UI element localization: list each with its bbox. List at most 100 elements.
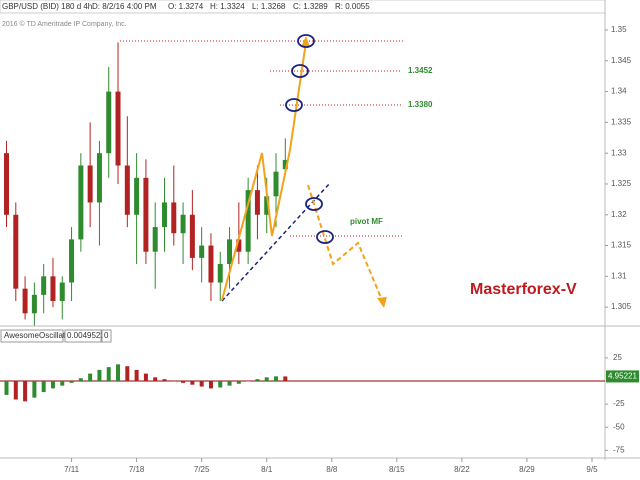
osc-bar — [274, 376, 279, 381]
osc-bar — [50, 381, 55, 389]
osc-bar — [236, 381, 241, 384]
candle-body — [171, 202, 177, 234]
trend-line — [221, 182, 331, 302]
y-tick-label: 1.345 — [611, 56, 632, 65]
last-value: 4.95221 — [608, 372, 637, 381]
low: L: 1.3268 — [252, 2, 286, 11]
marker — [316, 230, 334, 244]
osc-bar — [199, 381, 204, 387]
close: C: 1.3289 — [293, 2, 328, 11]
marker — [285, 98, 303, 112]
symbol: GBP/USD (BID) 180 d 4h — [2, 2, 92, 11]
candle-body — [282, 159, 288, 170]
osc-value-box — [64, 329, 102, 343]
osc-bar — [153, 377, 158, 381]
candle-body — [4, 153, 10, 215]
candle-body — [199, 245, 205, 258]
candle-body — [254, 190, 260, 215]
candle-body — [31, 294, 37, 314]
y-tick-label: 1.34 — [611, 87, 627, 96]
osc-bar — [143, 373, 148, 381]
x-tick-label: 8/15 — [389, 465, 405, 474]
osc-bar — [4, 381, 9, 395]
candle-body — [22, 288, 28, 314]
open: O: 1.3274 — [168, 2, 204, 11]
osc-bar — [171, 381, 176, 382]
candle-body — [152, 227, 158, 252]
date: D: 8/2/16 4:00 PM — [92, 2, 157, 11]
high: H: 1.3324 — [210, 2, 245, 11]
arrow-head — [301, 36, 310, 47]
annotations: 1.3452 1.3380 pivot MF Masterforex-V — [120, 34, 577, 308]
arrow-head — [377, 297, 387, 308]
osc-bar — [125, 366, 130, 381]
candle-body — [143, 177, 149, 252]
x-tick-label: 7/25 — [194, 465, 210, 474]
zigzag — [221, 41, 307, 301]
x-tick-label: 8/22 — [454, 465, 470, 474]
candle-body — [124, 165, 130, 215]
y-tick-label: 1.33 — [611, 148, 627, 157]
candle-body — [50, 276, 56, 301]
candle-body — [96, 153, 102, 203]
candle-body — [69, 239, 75, 283]
osc-bar — [116, 364, 121, 381]
osc-value: 0.0049522 — [67, 331, 105, 340]
osc-bar — [88, 373, 93, 381]
osc-bar — [218, 381, 223, 388]
y-tick-label: 25 — [613, 353, 622, 362]
pivot-label: pivot MF — [350, 217, 383, 226]
candle-body — [273, 171, 279, 197]
osc-zero: 0 — [104, 331, 109, 340]
x-tick-label: 9/5 — [586, 465, 598, 474]
candle-body — [161, 202, 167, 228]
osc-bar — [227, 381, 232, 386]
osc-zero-box — [101, 329, 112, 343]
osc-bar — [60, 381, 65, 386]
osc-bar — [283, 376, 288, 381]
forecast-path — [307, 184, 383, 301]
candle-body — [180, 214, 186, 234]
candle-body — [78, 165, 84, 240]
x-tick-label: 8/8 — [326, 465, 338, 474]
osc-title-box — [0, 329, 64, 343]
osc-bar — [23, 381, 28, 402]
level-label: 1.3380 — [408, 100, 433, 109]
candle-body — [227, 239, 233, 265]
candle-body — [87, 165, 93, 203]
osc-bar — [181, 381, 186, 383]
y-tick-label: 1.31 — [611, 271, 627, 280]
y-tick-label: 1.305 — [611, 302, 632, 311]
osc-bar — [255, 379, 260, 381]
x-tick-label: 7/11 — [64, 465, 80, 474]
candle-body — [208, 245, 214, 283]
y-tick-label: 1.32 — [611, 210, 627, 219]
y-tick-label: 1.35 — [611, 25, 627, 34]
oscillator-panel: 25 -25 -50 -75 4.95221 — [0, 353, 639, 454]
y-tick-label: -25 — [613, 399, 625, 408]
candle-body — [13, 214, 19, 289]
marker — [297, 34, 315, 48]
osc-bar — [69, 381, 74, 383]
candle-body — [41, 276, 47, 295]
osc-bar — [246, 381, 251, 382]
y-tick-label: -75 — [613, 445, 625, 454]
level-label: 1.3452 — [408, 66, 433, 75]
y-tick-label: -50 — [613, 422, 625, 431]
osc-bar — [190, 381, 195, 385]
y-tick-label: 1.335 — [611, 117, 632, 126]
osc-bar — [78, 378, 83, 381]
osc-bar — [13, 381, 18, 400]
candle-body — [59, 282, 65, 301]
osc-bar — [41, 381, 46, 393]
osc-bar — [106, 367, 111, 381]
osc-bar — [97, 369, 102, 381]
candle-body — [189, 214, 195, 258]
brand: Masterforex-V — [470, 281, 577, 298]
osc-bar — [134, 369, 139, 381]
osc-bar — [32, 381, 37, 398]
candle-body — [245, 190, 251, 252]
